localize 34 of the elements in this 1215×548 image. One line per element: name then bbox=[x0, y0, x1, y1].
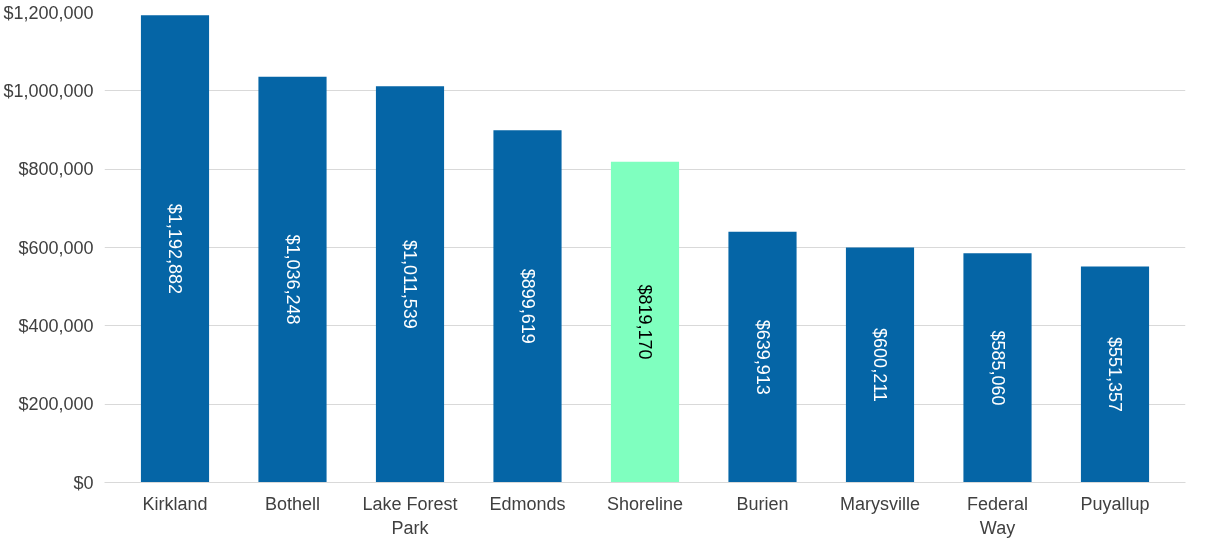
data-label: $639,913 bbox=[752, 319, 773, 395]
bar bbox=[610, 161, 680, 483]
bar bbox=[375, 86, 445, 483]
data-label: $899,619 bbox=[517, 268, 538, 344]
data-label: $1,036,248 bbox=[282, 234, 303, 325]
x-tick-label: Burien bbox=[736, 493, 789, 514]
bar bbox=[963, 253, 1032, 483]
bar bbox=[493, 130, 562, 483]
bar bbox=[728, 231, 797, 483]
x-tick-label: Bothell bbox=[264, 493, 321, 514]
y-tick-label: $800,000 bbox=[18, 159, 94, 180]
y-tick-label: $600,000 bbox=[18, 237, 94, 258]
data-label: $585,060 bbox=[987, 330, 1008, 406]
data-label: $600,211 bbox=[870, 328, 890, 402]
y-tick-label: $1,200,000 bbox=[3, 2, 94, 23]
y-tick-label: $400,000 bbox=[18, 315, 94, 336]
data-label: $1,011,539 bbox=[400, 240, 420, 329]
x-tick-label: Shoreline bbox=[606, 493, 684, 514]
bar bbox=[1080, 266, 1150, 483]
x-tick-label: Puyallup bbox=[1080, 493, 1150, 514]
data-label: $819,170 bbox=[635, 284, 655, 360]
x-tick-label: Marysville bbox=[840, 493, 921, 514]
x-tick-label: Kirkland bbox=[142, 493, 208, 514]
y-tick-label: $1,000,000 bbox=[3, 80, 94, 101]
data-label: $1,192,882 bbox=[165, 203, 185, 294]
x-tick-label: Lake Forest Park bbox=[362, 493, 458, 538]
y-tick-label: $0 bbox=[73, 472, 94, 493]
data-label: $551,357 bbox=[1105, 336, 1125, 413]
y-tick-label: $200,000 bbox=[18, 394, 94, 415]
bar bbox=[258, 76, 327, 483]
bar bbox=[845, 247, 915, 483]
bar bbox=[140, 15, 210, 483]
x-tick-label: Edmonds bbox=[489, 493, 566, 514]
x-tick-label: Federal Way bbox=[966, 493, 1029, 538]
